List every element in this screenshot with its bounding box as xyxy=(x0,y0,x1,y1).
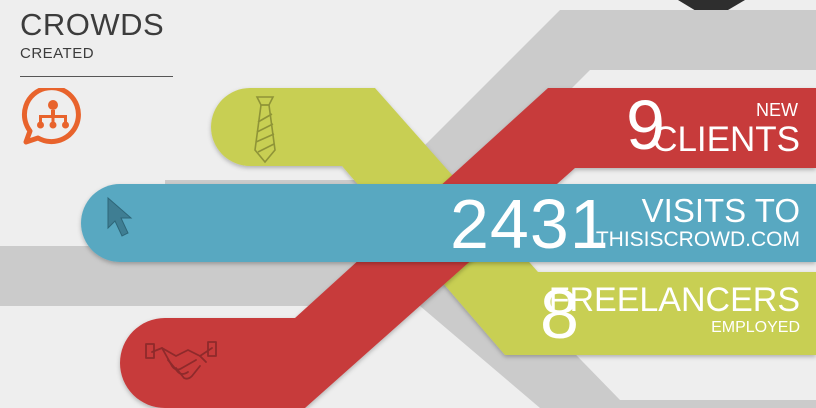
header: CROWDS CREATED xyxy=(20,8,175,77)
clients-label-line2: CLIENTS xyxy=(652,120,800,159)
visits-number: 2431 xyxy=(450,185,610,263)
freelancers-label-line1: FREELANCERS xyxy=(548,281,800,319)
page-title: CROWDS xyxy=(20,7,165,42)
freelancers-number: 8 xyxy=(540,275,579,353)
org-chart-speech-icon xyxy=(21,88,81,145)
clients-label-line1: NEW xyxy=(756,100,798,120)
visits-label-line2: THISISCROWD.COM xyxy=(595,228,800,251)
header-divider xyxy=(20,76,173,77)
clients-number: 9 xyxy=(626,86,665,164)
blue-band xyxy=(81,184,816,262)
page-subtitle: CREATED xyxy=(20,45,95,62)
cursor-arrow-icon xyxy=(107,196,133,237)
visits-label-line1: VISITS TO xyxy=(641,192,800,229)
freelancers-label-line2: EMPLOYED xyxy=(711,319,800,336)
tie-icon xyxy=(254,96,276,164)
handshake-icon xyxy=(145,341,217,380)
green-band xyxy=(211,88,816,355)
